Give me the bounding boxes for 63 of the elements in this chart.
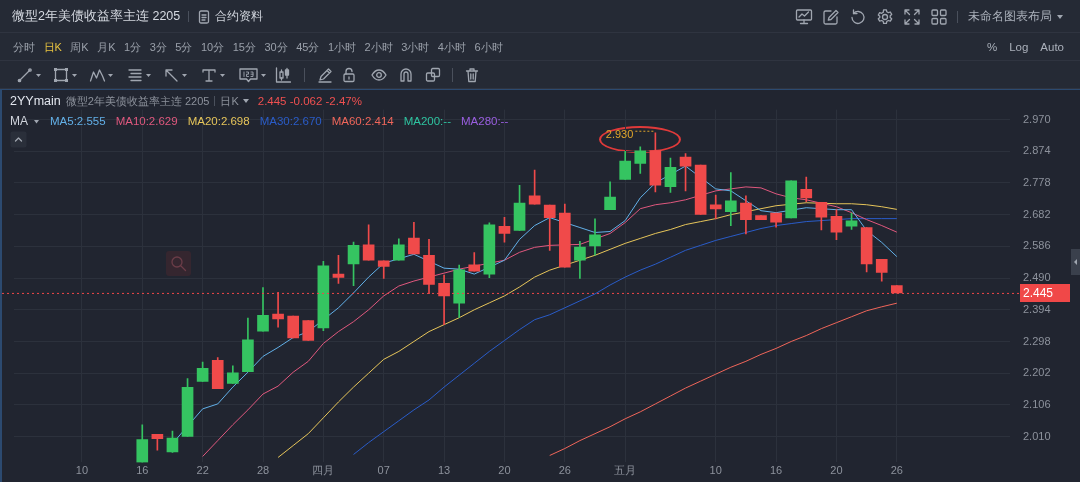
y-tick-label: 2.202 [1023,366,1051,379]
x-tick-label: 四月 [312,464,335,477]
x-tick-label: 20 [498,464,511,477]
text: 分时 [13,39,35,55]
text: 45分 [296,39,320,55]
x-tick-label: 07 [377,464,390,477]
text: 日K [220,93,239,109]
y-tick-label: 2.682 [1023,207,1051,220]
annotation: MA [10,114,28,128]
text: 合约资料 [215,8,264,25]
x-tick-label: 16 [136,464,149,477]
text: MA30:2.670 [259,115,322,127]
text: MA60:2.414 [331,115,394,127]
annotation: 2.930 [605,127,634,140]
text: 4小时 [437,39,466,55]
y-tick-label: 2.874 [1023,144,1051,157]
y-tick-label: 2.106 [1023,397,1051,410]
text: Auto [1040,41,1064,53]
text: 2小时 [364,39,393,55]
x-tick-label: 13 [437,464,451,477]
text: % [986,41,998,53]
text: 15分 [232,39,256,55]
legend-label: MA280:-- [460,115,509,127]
text: 10分 [200,39,225,55]
chart-title: 微型2年美债收益率主连 2205 [65,93,210,109]
x-tick-label: 五月 [614,464,637,477]
text: Log [1009,41,1029,53]
y-tick-label: 2.970 [1023,112,1051,125]
x-tick-label: 22 [196,464,209,477]
text: 1小时 [327,39,357,55]
y-tick-label: 2.010 [1023,429,1051,442]
text: 3分 [149,39,167,55]
text: MA20:2.698 [187,115,250,127]
text: 6小时 [474,39,503,55]
text: 30分 [264,39,288,55]
ref-line-label: 2.445 [1023,286,1054,301]
x-tick-label: 10 [75,464,89,477]
x-tick-label: 28 [256,464,270,477]
text: 月K [97,39,116,55]
y-tick-label: 2.778 [1023,175,1051,188]
text: 5分 [175,39,193,55]
chart-title: 微型2年美债收益率主连 2205 [12,9,181,23]
y-tick-label: 2.586 [1023,239,1051,252]
candlestick [709,194,722,220]
text: MA10:2.629 [115,115,178,127]
y-tick-label: 2.490 [1023,271,1051,284]
text: 日K [43,39,62,55]
x-tick-label: 16 [769,464,783,477]
y-tick-label: 2.394 [1023,302,1051,315]
text: MA5:2.555 [50,115,106,127]
text: 1分 [124,39,142,55]
text: 2YYmain [10,94,61,108]
text: 周K [70,39,89,55]
x-tick-label: 26 [558,464,571,477]
legend-label: MA200:-- [403,115,451,127]
x-tick-label: 26 [890,464,903,477]
text: 2.445 -0.062 -2.47% [257,95,362,107]
candlestick [724,172,737,226]
x-tick-label: 20 [830,464,843,477]
x-tick-label: 10 [709,464,722,477]
text: 3小时 [401,39,430,55]
text: 未命名图表布局 [968,9,1052,24]
y-tick-label: 2.298 [1023,334,1051,347]
